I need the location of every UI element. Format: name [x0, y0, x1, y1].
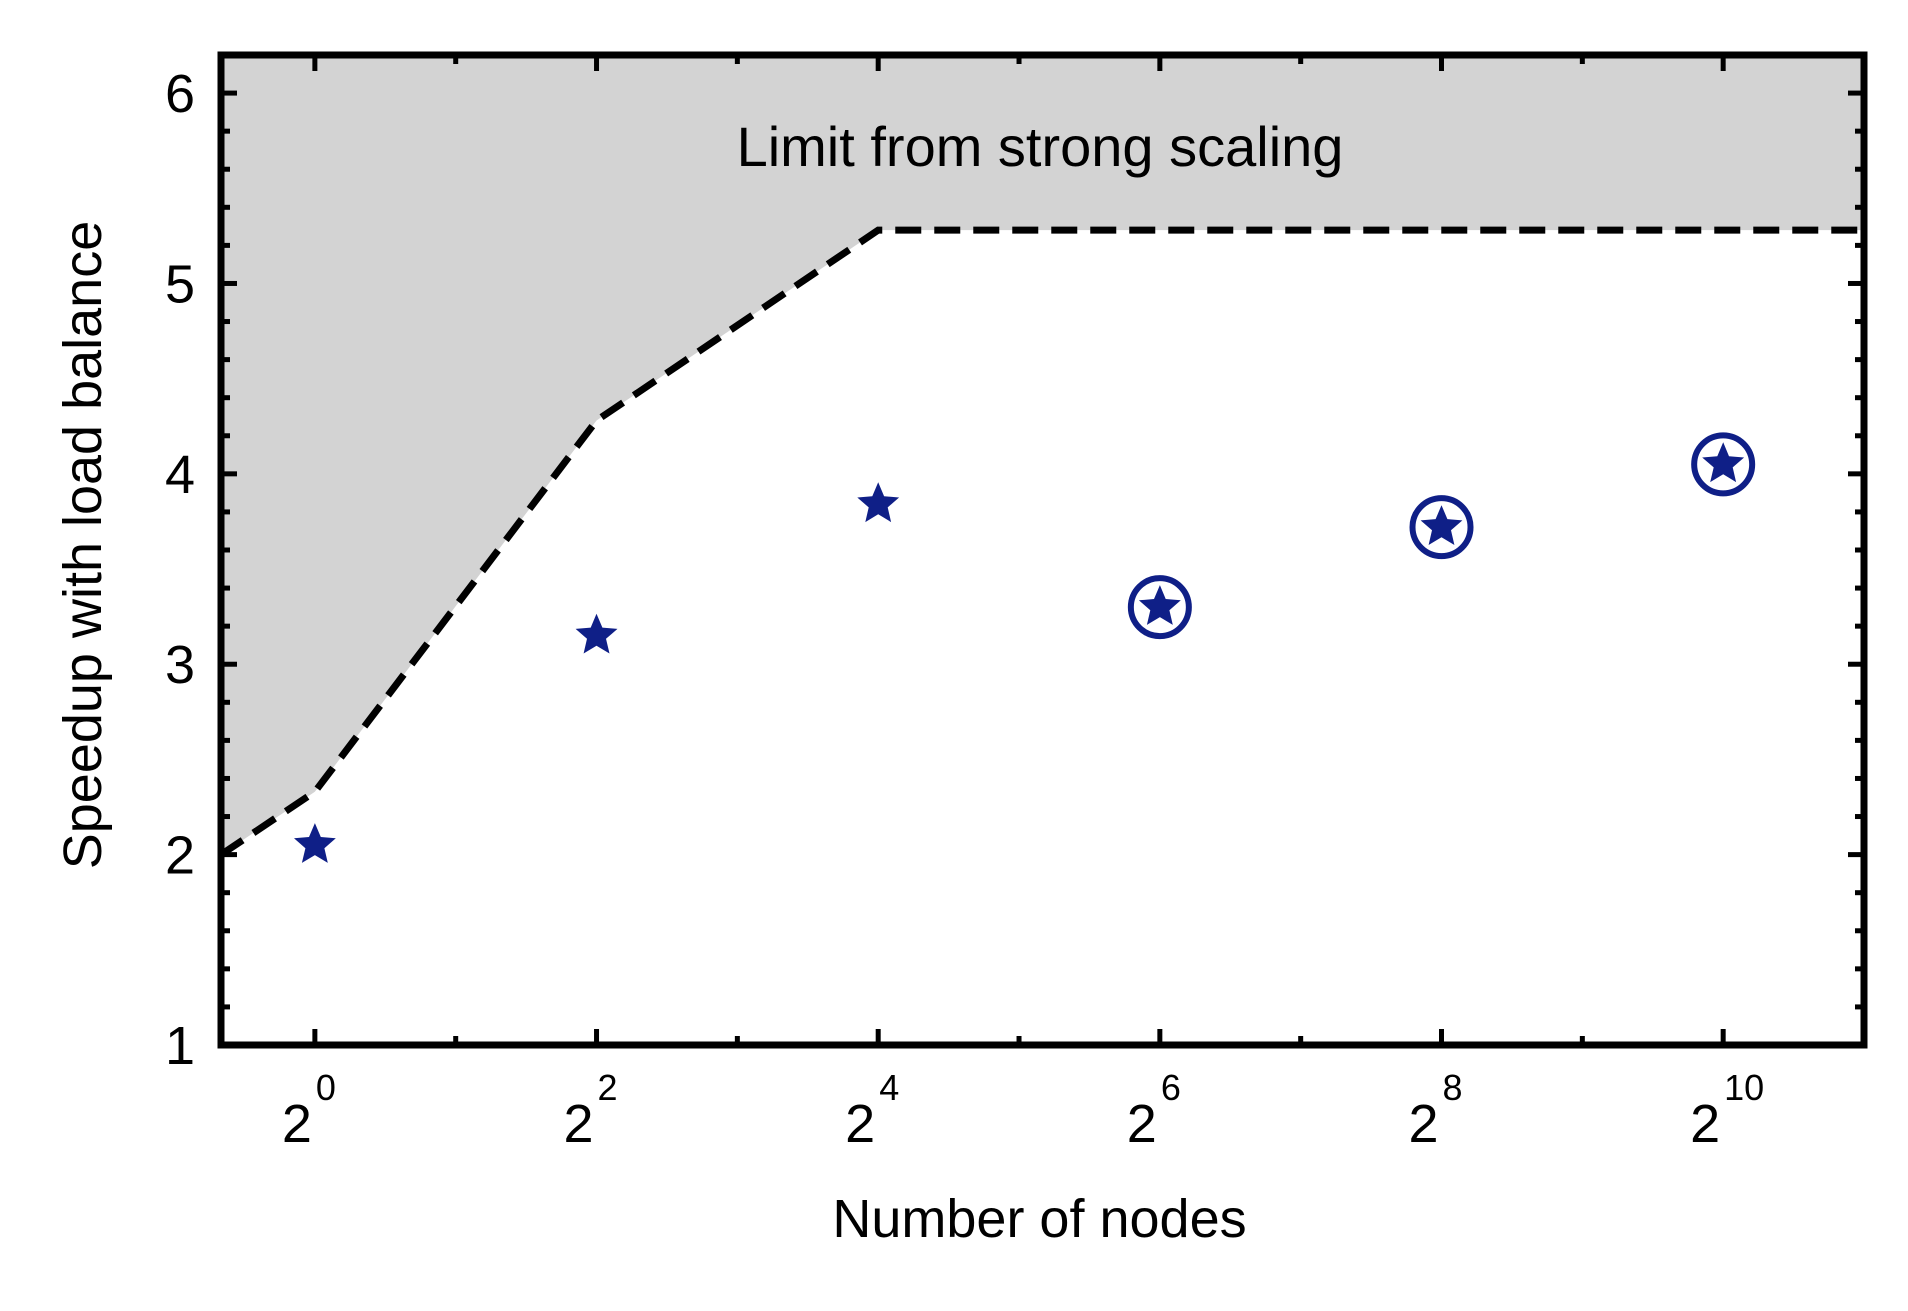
x-tick-exponent: 2	[598, 1067, 618, 1108]
x-tick-base: 2	[282, 1094, 312, 1154]
x-tick-exponent: 10	[1724, 1067, 1764, 1108]
data-point-star	[294, 823, 336, 863]
x-tick-exponent: 4	[879, 1067, 899, 1108]
data-point-circle	[1409, 495, 1474, 560]
data-markers	[294, 432, 1756, 863]
x-tick-exponent: 0	[316, 1067, 336, 1108]
x-tick-base: 2	[563, 1094, 593, 1154]
data-point-circle	[1127, 575, 1192, 640]
y-tick-label: 1	[165, 1016, 195, 1076]
plot-frame	[217, 51, 1868, 1049]
data-point-circle	[1691, 432, 1756, 497]
data-point-star	[1702, 442, 1745, 483]
x-tick-base: 2	[1690, 1094, 1720, 1154]
limit-annotation: Limit from strong scaling	[737, 115, 1344, 178]
limit-shaded-region	[221, 55, 1864, 855]
x-tick-base: 2	[1408, 1094, 1438, 1154]
x-tick-exponent: 6	[1161, 1067, 1181, 1108]
y-tick-label: 5	[165, 254, 195, 314]
x-tick-exponent: 8	[1443, 1067, 1463, 1108]
data-point-star	[1420, 505, 1463, 545]
x-tick-base: 2	[1127, 1094, 1157, 1154]
shaded-region	[221, 55, 1864, 855]
y-tick-label: 6	[165, 64, 195, 124]
y-tick-labels: 1 2 3 4 5 6	[165, 64, 195, 1076]
y-tick-label: 3	[165, 635, 195, 695]
y-tick-label: 2	[165, 826, 195, 886]
x-tick-base: 2	[845, 1094, 875, 1154]
y-axis-title: Speedup with load balance	[53, 221, 113, 870]
data-point-star	[575, 613, 618, 654]
y-tick-label: 4	[165, 445, 195, 505]
data-point-star	[857, 482, 900, 523]
data-point-star	[1138, 585, 1181, 625]
x-axis-title: Number of nodes	[832, 1189, 1246, 1249]
